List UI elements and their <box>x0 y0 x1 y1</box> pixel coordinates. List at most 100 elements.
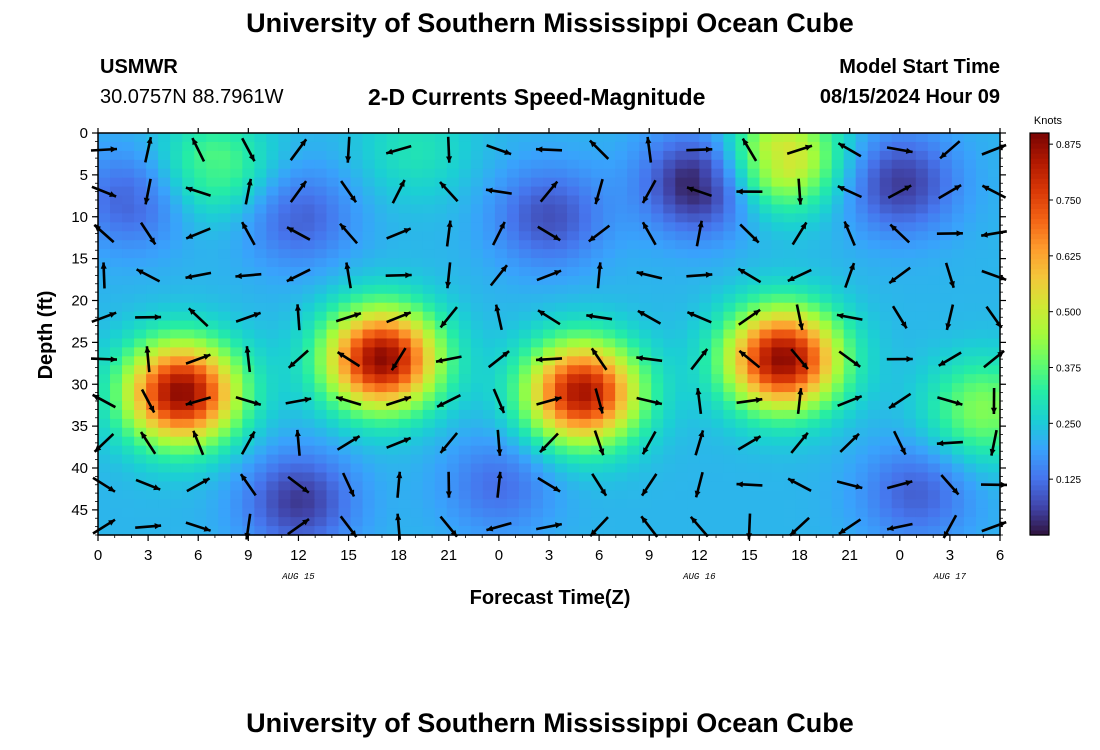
current-vector-arrow <box>738 349 761 369</box>
heatmap-cell <box>422 365 436 375</box>
colorbar-segment <box>1030 439 1049 446</box>
colorbar-segment <box>1030 484 1049 491</box>
heatmap-cell <box>915 481 929 491</box>
heatmap-cell <box>122 258 135 268</box>
heatmap-cell <box>879 195 893 206</box>
heatmap-cell <box>350 320 364 331</box>
heatmap-cell <box>879 490 893 500</box>
heatmap-cell <box>230 204 243 214</box>
colorbar-segment <box>1030 404 1049 410</box>
heatmap-cell <box>831 168 845 179</box>
heatmap-cell <box>651 213 664 223</box>
heatmap-cell <box>735 213 749 223</box>
heatmap-cell <box>194 517 207 527</box>
heatmap-cell <box>687 133 700 143</box>
colorbar-segment <box>1030 399 1049 405</box>
heatmap-cell <box>639 365 652 375</box>
heatmap-cell <box>518 204 532 214</box>
current-vector-arrow <box>494 304 503 331</box>
current-vector-arrow <box>244 346 252 373</box>
heatmap-cell <box>278 481 292 491</box>
heatmap-cell <box>699 213 712 223</box>
heatmap-cell <box>771 436 785 447</box>
heatmap-cell <box>542 159 556 170</box>
heatmap-cell <box>362 356 376 366</box>
heatmap-cell <box>939 436 953 447</box>
heatmap-cell <box>530 284 544 295</box>
heatmap-cell <box>723 222 737 232</box>
heatmap-cell <box>386 186 400 197</box>
heatmap-cell <box>579 472 592 482</box>
heatmap-cell <box>675 249 688 259</box>
heatmap-cell <box>542 472 556 482</box>
heatmap-cell <box>146 490 159 500</box>
current-vector-arrow <box>843 220 856 247</box>
heatmap-cell <box>518 133 532 143</box>
heatmap-cell <box>434 231 448 241</box>
heatmap-cell <box>759 320 773 331</box>
heatmap-cell <box>915 463 929 474</box>
heatmap-cell <box>987 150 1001 161</box>
colorbar-segment <box>1030 509 1049 516</box>
heatmap-cell <box>675 177 688 188</box>
heatmap-cell <box>542 302 556 313</box>
heatmap-cell <box>98 347 111 357</box>
heatmap-cell <box>603 526 616 536</box>
heatmap-cell <box>987 499 1001 509</box>
heatmap-cell <box>302 374 316 384</box>
heatmap-cell <box>651 481 664 491</box>
heatmap-cell <box>110 258 123 268</box>
heatmap-cell <box>879 409 893 420</box>
heatmap-cell <box>218 374 231 384</box>
heatmap-cell <box>735 526 749 536</box>
heatmap-cell <box>134 141 147 152</box>
heatmap-cell <box>723 141 737 152</box>
heatmap-cell <box>506 365 520 375</box>
heatmap-cell <box>134 159 147 170</box>
heatmap-cell <box>314 427 328 438</box>
heatmap-cell <box>579 320 592 331</box>
heatmap-cell <box>663 267 676 277</box>
current-vector-arrow <box>737 267 762 284</box>
heatmap-cell <box>410 204 424 214</box>
heatmap-cell <box>542 177 556 188</box>
heatmap-cell <box>230 168 243 179</box>
current-vector-arrow <box>439 306 459 329</box>
heatmap-cell <box>627 347 640 357</box>
heatmap-cell <box>951 490 965 500</box>
heatmap-cell <box>254 275 267 286</box>
heatmap-cell <box>795 427 809 438</box>
heatmap-cell <box>663 526 676 536</box>
colorbar-segment <box>1030 308 1049 315</box>
heatmap-cell <box>422 267 436 277</box>
heatmap-cell <box>711 418 724 429</box>
heatmap-cell <box>627 365 640 375</box>
heatmap-cell <box>98 338 111 348</box>
heatmap-cell <box>458 267 472 277</box>
heatmap-cell <box>458 418 472 429</box>
heatmap-cell <box>290 401 304 411</box>
heatmap-cell <box>494 150 508 161</box>
heatmap-cell <box>158 356 171 366</box>
heatmap-cell <box>434 302 448 313</box>
heatmap-cell <box>579 267 592 277</box>
current-vector-arrow <box>736 188 763 195</box>
heatmap-cell <box>134 526 147 536</box>
heatmap-cell <box>122 168 135 179</box>
heatmap-cell <box>302 231 316 241</box>
heatmap-cell <box>915 204 929 214</box>
heatmap-cell <box>170 284 183 295</box>
current-vector-arrow <box>100 262 107 289</box>
heatmap-cell <box>398 240 412 250</box>
heatmap-cell <box>338 436 352 447</box>
heatmap-cell <box>987 374 1001 384</box>
heatmap-cell <box>482 517 496 527</box>
heatmap-cell <box>711 526 724 536</box>
current-vector-arrow <box>344 262 352 289</box>
heatmap-cell <box>134 275 147 286</box>
heatmap-cell <box>747 168 761 179</box>
colorbar-segment <box>1030 374 1049 380</box>
heatmap-cell <box>903 150 917 161</box>
x-tick-label: 21 <box>440 547 457 564</box>
heatmap-cell <box>206 320 219 331</box>
